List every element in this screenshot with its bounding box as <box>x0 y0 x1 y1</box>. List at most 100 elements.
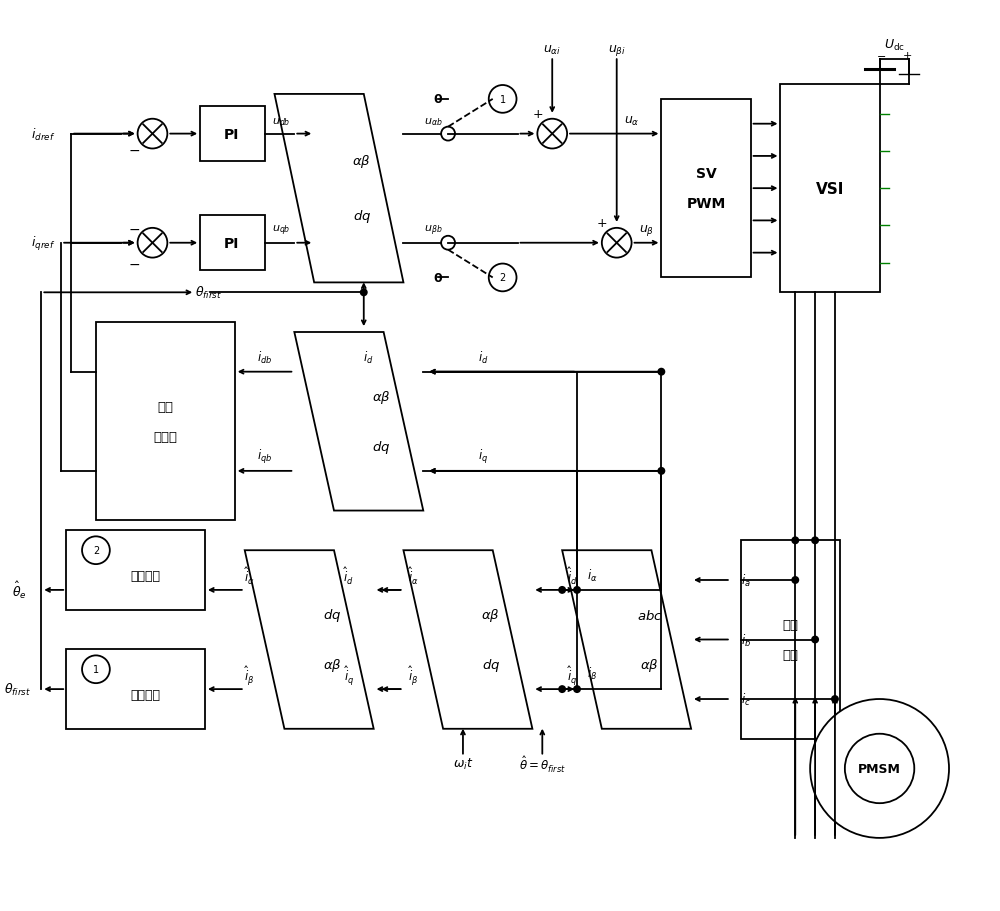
Text: $u_{\alpha b}$: $u_{\alpha b}$ <box>424 116 443 128</box>
Text: $\alpha\beta$: $\alpha\beta$ <box>323 656 341 673</box>
Text: $dq$: $dq$ <box>353 209 371 225</box>
Text: $\omega_i t$: $\omega_i t$ <box>453 756 473 772</box>
Circle shape <box>558 685 566 693</box>
Text: $u_{\beta}$: $u_{\beta}$ <box>639 223 654 238</box>
Circle shape <box>360 289 368 297</box>
Polygon shape <box>403 550 532 729</box>
Text: $i_\beta$: $i_\beta$ <box>587 666 597 683</box>
Bar <box>200 107 265 162</box>
Text: $i_d$: $i_d$ <box>478 349 488 365</box>
Text: PI: PI <box>224 237 240 251</box>
Text: 带阻: 带阻 <box>157 401 173 414</box>
Circle shape <box>845 734 914 804</box>
Text: PI: PI <box>224 128 240 141</box>
Text: $\hat{\theta}_e$: $\hat{\theta}_e$ <box>12 579 26 601</box>
Polygon shape <box>245 550 374 729</box>
Text: $\alpha\beta$: $\alpha\beta$ <box>352 153 371 169</box>
Circle shape <box>657 368 665 376</box>
Circle shape <box>831 695 839 703</box>
Polygon shape <box>294 333 423 511</box>
Circle shape <box>791 577 799 584</box>
Text: $\hat{\theta}=\theta_{first}$: $\hat{\theta}=\theta_{first}$ <box>519 753 566 773</box>
Text: $U_{\rm dc}$: $U_{\rm dc}$ <box>884 37 905 53</box>
Circle shape <box>573 587 581 594</box>
Text: SV: SV <box>696 167 716 181</box>
Text: $-$: $-$ <box>128 221 140 236</box>
Text: $u_{qb}$: $u_{qb}$ <box>272 223 291 238</box>
Circle shape <box>810 700 949 838</box>
Text: $\hat{i}_d$: $\hat{i}_d$ <box>343 565 354 586</box>
Circle shape <box>441 128 455 141</box>
Polygon shape <box>274 95 403 283</box>
Text: $u_{\beta b}$: $u_{\beta b}$ <box>424 223 442 238</box>
Circle shape <box>602 229 632 259</box>
Text: 采样: 采样 <box>782 648 798 661</box>
Text: $\theta_{first}$: $\theta_{first}$ <box>4 681 31 698</box>
Text: $\hat{i}_\beta$: $\hat{i}_\beta$ <box>244 663 255 686</box>
Text: $+$: $+$ <box>902 50 912 61</box>
Text: $u_{\beta i}$: $u_{\beta i}$ <box>608 43 626 57</box>
Text: $i_{qb}$: $i_{qb}$ <box>257 447 272 466</box>
Text: $\alpha\beta$: $\alpha\beta$ <box>481 607 500 623</box>
Text: $\theta_{first}$: $\theta_{first}$ <box>195 285 222 301</box>
Text: $\hat{i}_q$: $\hat{i}_q$ <box>567 663 577 686</box>
Text: $abc$: $abc$ <box>637 608 662 622</box>
Text: $\alpha\beta$: $\alpha\beta$ <box>372 389 391 405</box>
Text: $\hat{i}_\alpha$: $\hat{i}_\alpha$ <box>408 565 419 586</box>
Circle shape <box>82 537 110 565</box>
Text: $\hat{i}_\beta$: $\hat{i}_\beta$ <box>408 663 419 686</box>
Circle shape <box>657 467 665 476</box>
Circle shape <box>138 119 167 149</box>
Text: PMSM: PMSM <box>858 763 901 775</box>
Text: 电流: 电流 <box>782 619 798 631</box>
Text: $u_{db}$: $u_{db}$ <box>272 116 291 128</box>
Bar <box>780 85 880 293</box>
Text: $i_a$: $i_a$ <box>741 572 750 589</box>
Polygon shape <box>562 550 691 729</box>
Circle shape <box>537 119 567 149</box>
Text: $-$: $-$ <box>876 50 887 60</box>
Bar <box>741 541 840 739</box>
Text: $i_{db}$: $i_{db}$ <box>257 349 272 365</box>
Text: 位置辨识: 位置辨识 <box>131 688 161 701</box>
Text: $+$: $+$ <box>532 108 543 121</box>
Circle shape <box>811 537 819 545</box>
Circle shape <box>573 685 581 693</box>
Text: 1: 1 <box>500 95 506 105</box>
Circle shape <box>489 264 517 292</box>
Circle shape <box>489 86 517 114</box>
Text: $i_{dref}$: $i_{dref}$ <box>31 127 56 142</box>
Text: $\hat{i}_q$: $\hat{i}_q$ <box>344 663 354 686</box>
Text: $\alpha\beta$: $\alpha\beta$ <box>640 656 659 673</box>
Text: $\hat{i}_d$: $\hat{i}_d$ <box>567 565 577 586</box>
Text: $\mathbf{0}$: $\mathbf{0}$ <box>433 93 443 107</box>
Text: 滤波器: 滤波器 <box>153 430 177 443</box>
Circle shape <box>441 237 455 251</box>
Circle shape <box>138 229 167 259</box>
Bar <box>661 100 751 278</box>
Text: $i_d$: $i_d$ <box>363 349 374 365</box>
Circle shape <box>791 537 799 545</box>
Text: $dq$: $dq$ <box>482 656 500 673</box>
Text: $u_{\alpha i}$: $u_{\alpha i}$ <box>543 44 561 56</box>
Bar <box>66 650 205 729</box>
Circle shape <box>558 587 566 594</box>
Bar <box>66 531 205 610</box>
Text: PWM: PWM <box>686 197 726 210</box>
Text: $dq$: $dq$ <box>372 438 391 456</box>
Circle shape <box>82 656 110 683</box>
Text: $+$: $+$ <box>596 217 607 230</box>
Text: $i_\alpha$: $i_\alpha$ <box>587 568 597 583</box>
Text: $-$: $-$ <box>128 142 140 157</box>
Bar <box>200 216 265 271</box>
Text: $u_{\alpha}$: $u_{\alpha}$ <box>624 115 639 128</box>
Text: $i_b$: $i_b$ <box>741 631 751 648</box>
Text: 2: 2 <box>500 273 506 283</box>
Circle shape <box>811 636 819 644</box>
Text: $i_c$: $i_c$ <box>741 691 750 707</box>
Text: $\hat{i}_\alpha$: $\hat{i}_\alpha$ <box>244 565 255 586</box>
Text: VSI: VSI <box>816 181 844 197</box>
Text: $-$: $-$ <box>128 256 140 271</box>
Text: $i_{qref}$: $i_{qref}$ <box>31 234 56 252</box>
Text: $\mathbf{0}$: $\mathbf{0}$ <box>433 271 443 284</box>
